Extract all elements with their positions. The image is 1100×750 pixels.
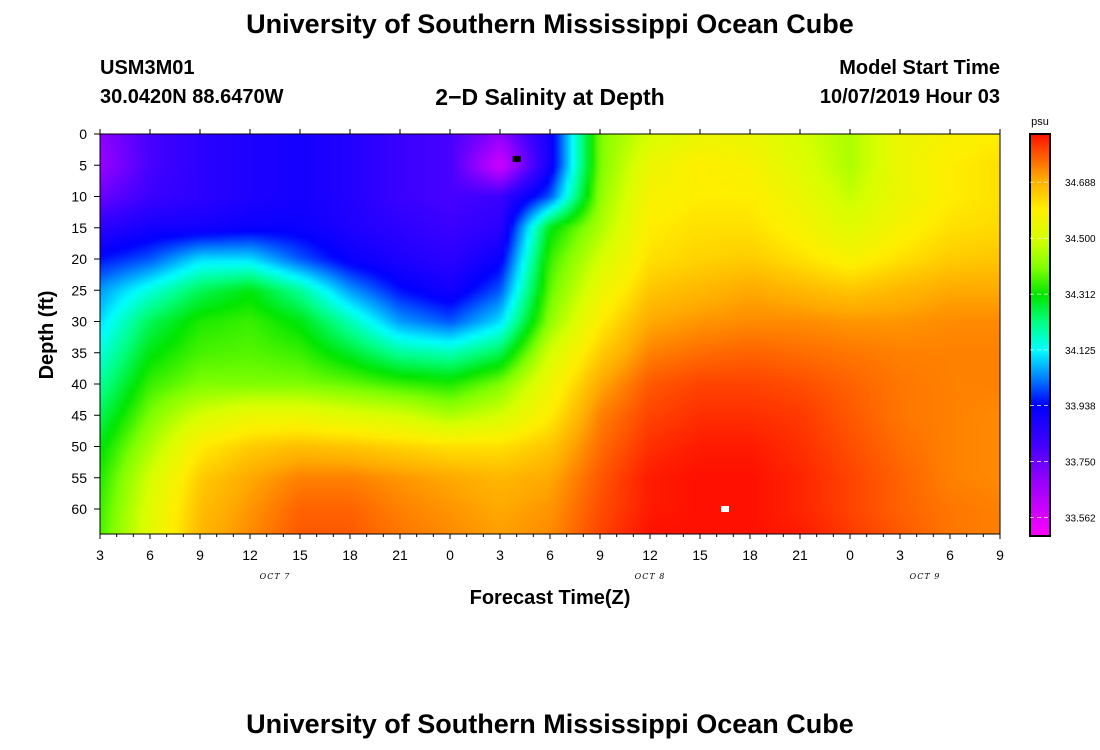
x-tick-label: 6 <box>546 547 554 563</box>
x-tick-label: 18 <box>342 547 358 563</box>
date-label: OCT 8 <box>635 572 666 581</box>
colorbar-unit: psu <box>1031 116 1049 128</box>
y-tick-label: 20 <box>71 251 87 267</box>
colorbar-tick-label: 34.312 <box>1065 290 1096 301</box>
y-tick-label: 40 <box>71 376 87 392</box>
plot-title: 2−D Salinity at Depth <box>435 84 665 110</box>
x-tick-label: 6 <box>146 547 154 563</box>
maximum-marker <box>721 506 729 512</box>
page-title: University of Southern Mississippi Ocean… <box>246 9 854 39</box>
colorbar-tick-label: 33.938 <box>1065 402 1096 413</box>
model-start-label: Model Start Time <box>839 57 1000 79</box>
x-tick-label: 9 <box>996 547 1004 563</box>
x-axis-label: Forecast Time(Z) <box>470 587 631 609</box>
colorbar-tick-label: 33.562 <box>1065 514 1096 525</box>
y-tick-label: 60 <box>71 501 87 517</box>
station-coordinates: 30.0420N 88.6470W <box>100 86 284 108</box>
x-tick-label: 21 <box>792 547 808 563</box>
chart-axes: 3 6 9 12 15 18 21 0 3 6 9 12 15 18 21 0 3 6 9 OCT 7 OCT 8 OCT… <box>71 126 1004 581</box>
x-tick-label: 6 <box>946 547 954 563</box>
x-tick-label: 9 <box>196 547 204 563</box>
colorbar-tick-label: 34.500 <box>1065 234 1096 245</box>
date-label: OCT 7 <box>260 572 291 581</box>
x-tick-label: 21 <box>392 547 408 563</box>
y-tick-label: 45 <box>71 407 87 423</box>
x-tick-label: 3 <box>496 547 504 563</box>
y-tick-label: 55 <box>71 470 87 486</box>
colorbar-frame <box>1029 133 1051 537</box>
salinity-heatmap-image <box>100 134 1000 534</box>
y-tick-label: 35 <box>71 345 87 361</box>
y-tick-label: 50 <box>71 439 87 455</box>
y-tick-label: 0 <box>79 126 87 142</box>
x-tick-label: 0 <box>846 547 854 563</box>
y-tick-label: 5 <box>79 157 87 173</box>
x-tick-label: 12 <box>642 547 658 563</box>
date-label: OCT 9 <box>910 572 941 581</box>
colorbar-tick-label: 33.750 <box>1065 458 1096 469</box>
x-tick-label: 3 <box>896 547 904 563</box>
station-id: USM3M01 <box>100 57 195 79</box>
model-start-value: 10/07/2019 Hour 03 <box>819 86 1000 108</box>
x-tick-label: 15 <box>292 547 308 563</box>
colorbar-gradient <box>1030 134 1050 536</box>
y-tick-label: 25 <box>71 282 87 298</box>
x-tick-label: 9 <box>596 547 604 563</box>
x-tick-label: 0 <box>446 547 454 563</box>
heatmap <box>100 134 1000 534</box>
y-tick-label: 30 <box>71 314 87 330</box>
minimum-marker <box>512 156 521 162</box>
x-tick-label: 12 <box>242 547 258 563</box>
y-tick-label: 10 <box>71 189 87 205</box>
y-tick-label: 15 <box>71 220 87 236</box>
colorbar: 34.688 34.500 34.312 34.125 33.938 33.750 33.5… <box>1029 133 1096 537</box>
x-tick-label: 3 <box>96 547 104 563</box>
x-tick-label: 15 <box>692 547 708 563</box>
colorbar-tick-label: 34.688 <box>1065 178 1096 189</box>
footer-title: University of Southern Mississippi Ocean… <box>246 709 854 739</box>
x-tick-label: 18 <box>742 547 758 563</box>
colorbar-tick-label: 34.125 <box>1065 346 1096 357</box>
y-axis-label: Depth (ft) <box>36 291 58 380</box>
